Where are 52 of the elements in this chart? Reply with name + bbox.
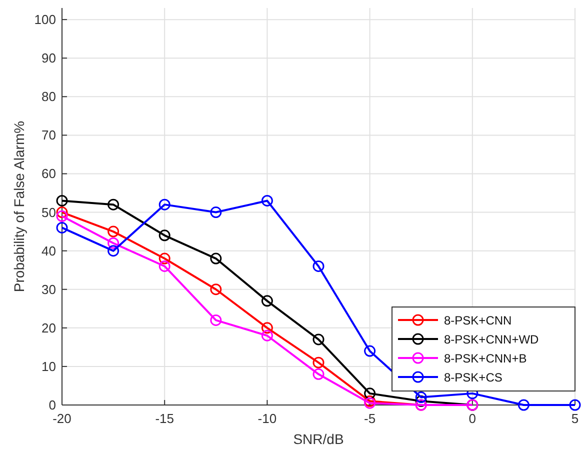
y-tick-label: 70 xyxy=(42,128,56,143)
point xyxy=(108,245,120,257)
y-tick-label: 50 xyxy=(42,204,56,220)
y-tick-label: 90 xyxy=(42,50,56,66)
legend-label: 8-PSK+CNN+B xyxy=(444,352,527,366)
point xyxy=(158,198,170,210)
point xyxy=(158,252,170,264)
y-axis-title: Probability of False Alarm% xyxy=(11,120,27,292)
point xyxy=(261,194,273,206)
point xyxy=(518,399,530,411)
legend-label: 8-PSK+CNN xyxy=(444,314,512,328)
y-tick-label: 30 xyxy=(42,282,56,297)
y-tick-label: 10 xyxy=(42,358,56,374)
y-tick-label: 100 xyxy=(34,12,56,28)
legend-label: 8-PSK+CS xyxy=(444,370,502,384)
y-tick-label: 80 xyxy=(42,89,56,104)
point xyxy=(210,252,222,264)
point xyxy=(364,345,376,357)
point xyxy=(312,368,324,380)
point xyxy=(108,198,120,210)
point xyxy=(210,206,222,218)
point xyxy=(56,210,68,222)
point xyxy=(415,392,427,404)
point xyxy=(312,260,324,272)
point xyxy=(56,222,68,234)
point xyxy=(158,260,170,272)
x-tick-label: -5 xyxy=(364,411,376,426)
point xyxy=(158,230,170,242)
x-tick-label: 5 xyxy=(571,411,579,426)
point xyxy=(312,334,324,346)
point xyxy=(108,237,120,249)
point xyxy=(312,356,324,368)
point xyxy=(210,284,222,296)
y-tick-label: 20 xyxy=(42,320,56,336)
y-tick-label: 60 xyxy=(42,166,56,182)
point xyxy=(261,295,273,307)
point xyxy=(364,388,376,400)
point xyxy=(56,194,68,206)
x-tick-label: -20 xyxy=(52,411,72,426)
legend-label: 8-PSK+CNN+WD xyxy=(444,332,540,346)
x-tick-label: -10 xyxy=(258,411,277,426)
point xyxy=(569,399,581,411)
point xyxy=(210,314,222,326)
x-tick-label: -15 xyxy=(155,411,174,426)
x-axis-title: SNR/dB xyxy=(293,431,344,447)
y-tick-label: 40 xyxy=(42,243,56,258)
point xyxy=(56,206,68,218)
x-tick-label: 0 xyxy=(468,411,476,426)
y-tick-label: 0 xyxy=(48,398,56,412)
point xyxy=(261,330,273,342)
point xyxy=(261,322,273,334)
point xyxy=(108,226,120,238)
